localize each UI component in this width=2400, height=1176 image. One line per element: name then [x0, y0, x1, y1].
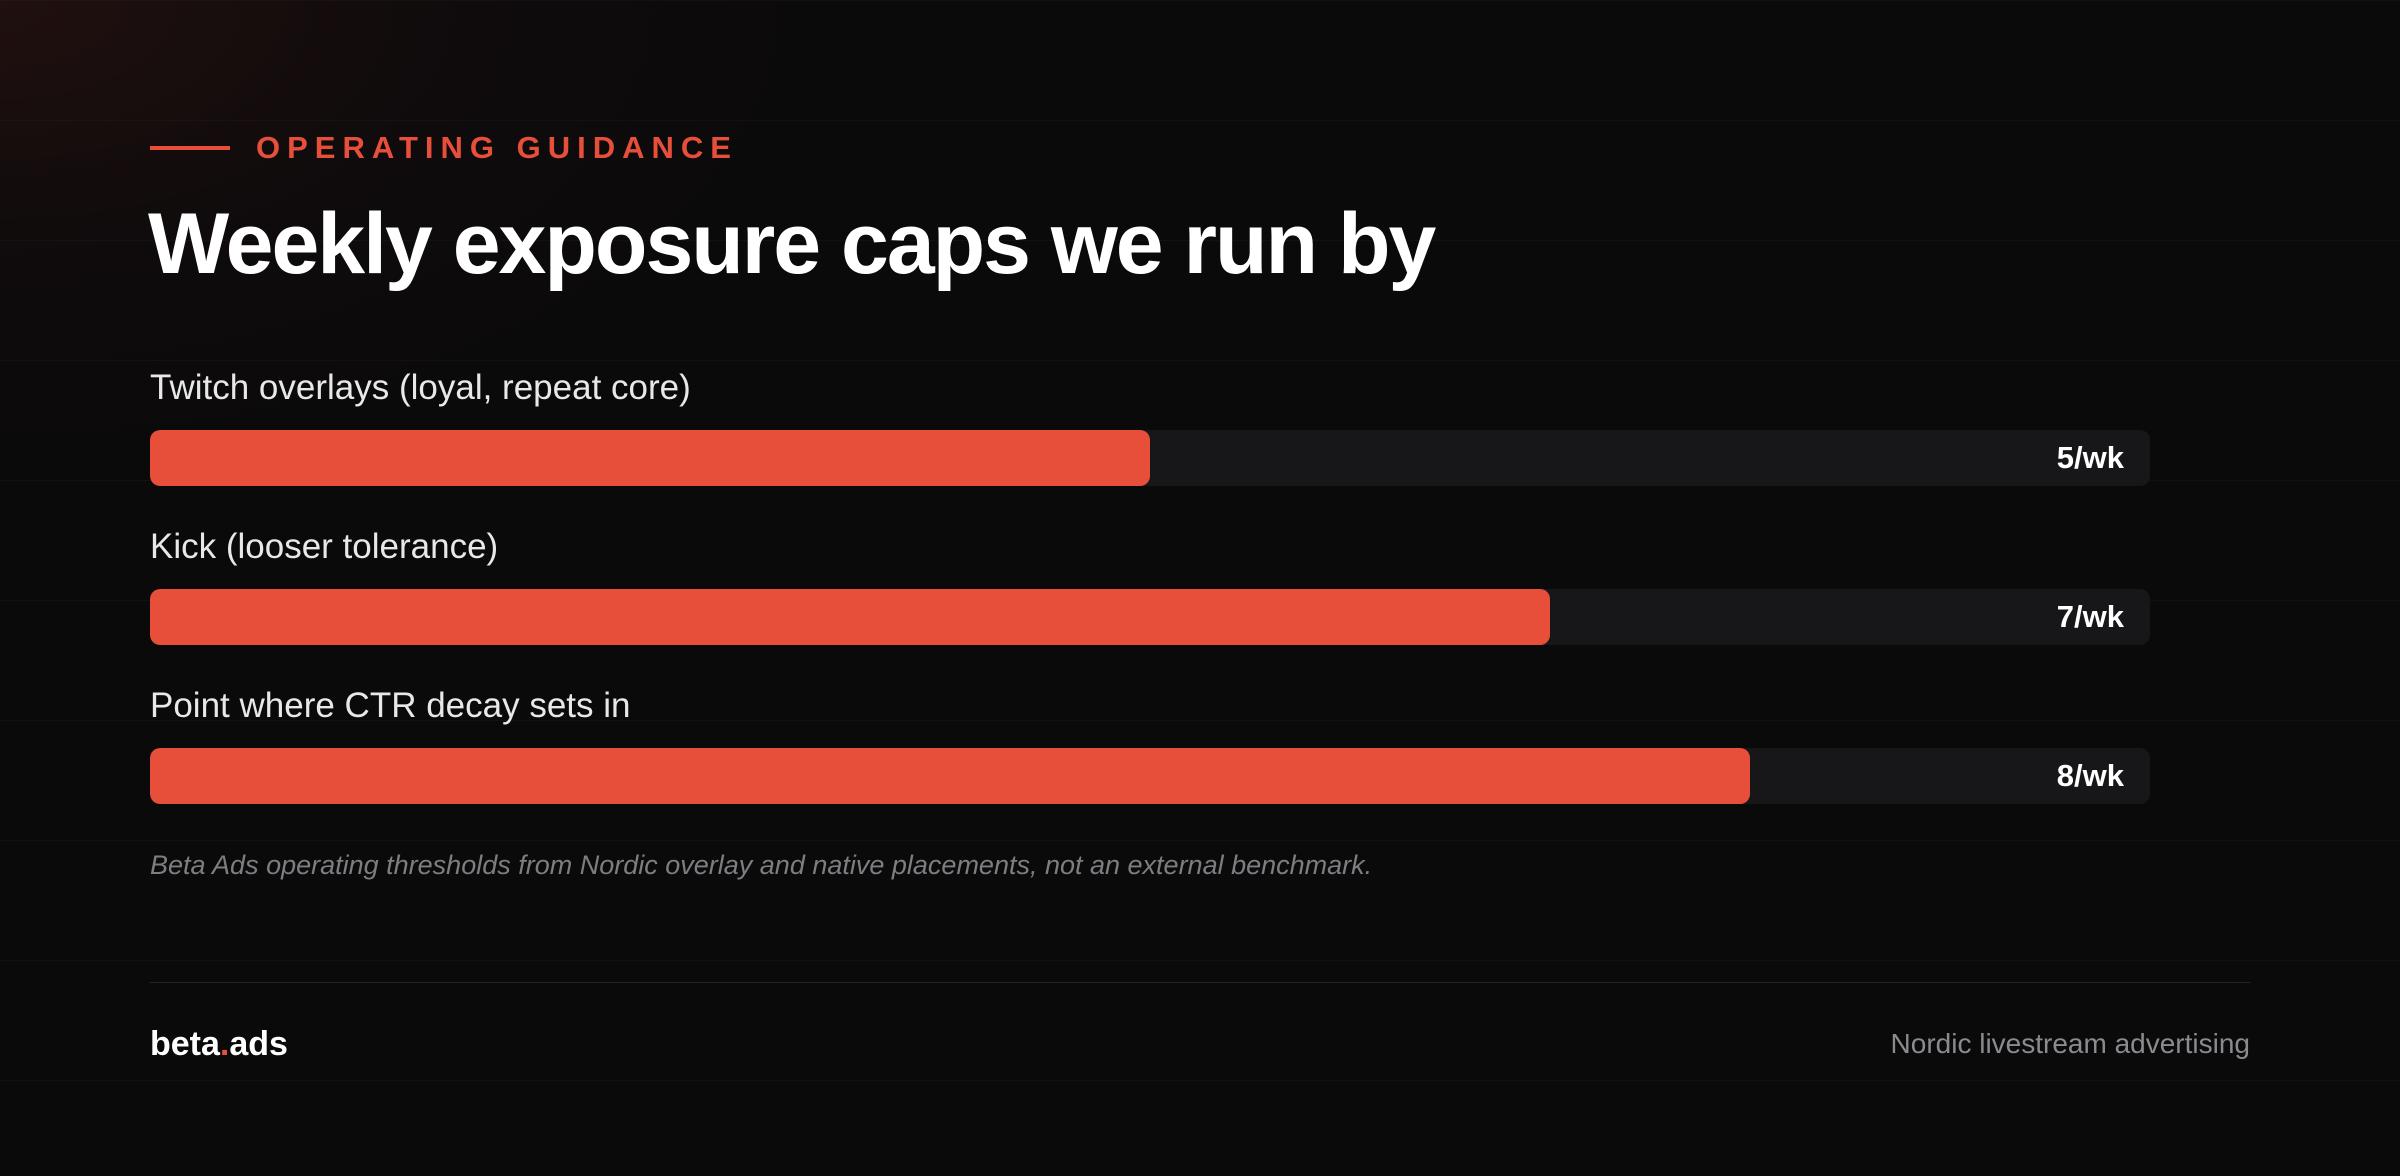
bar-fill	[150, 748, 1750, 804]
bar-label: Point where CTR decay sets in	[150, 686, 631, 725]
footer-tagline: Nordic livestream advertising	[1890, 1028, 2250, 1059]
bar-track: 7/wk	[150, 589, 2150, 645]
bar-value-label: 5/wk	[2056, 440, 2124, 475]
bar-value-label: 8/wk	[2056, 758, 2124, 793]
footer-divider	[150, 982, 2250, 983]
eyebrow-accent-line	[150, 146, 230, 150]
brand-logo: beta.ads	[150, 1022, 288, 1066]
bar-fill	[150, 430, 1150, 486]
bar-value-label: 7/wk	[2056, 599, 2124, 634]
brand-dot: .	[219, 1025, 230, 1063]
bar-row: Kick (looser tolerance) 7/wk	[150, 523, 2150, 663]
bar-fill	[150, 589, 1550, 645]
bar-row: Twitch overlays (loyal, repeat core) 5/wk	[150, 364, 2150, 504]
page-title: Weekly exposure caps we run by	[148, 196, 1436, 292]
bar-track: 5/wk	[150, 430, 2150, 486]
bar-label: Twitch overlays (loyal, repeat core)	[150, 368, 691, 407]
bar-track: 8/wk	[150, 748, 2150, 804]
eyebrow-text: OPERATING GUIDANCE	[256, 130, 738, 165]
bar-row: Point where CTR decay sets in 8/wk	[150, 682, 2150, 822]
footnote: Beta Ads operating thresholds from Nordi…	[150, 850, 1373, 880]
brand-name-part1: beta	[150, 1025, 220, 1063]
brand-name-part2: ads	[229, 1025, 288, 1063]
bar-label: Kick (looser tolerance)	[150, 527, 499, 566]
eyebrow: OPERATING GUIDANCE	[150, 128, 738, 168]
